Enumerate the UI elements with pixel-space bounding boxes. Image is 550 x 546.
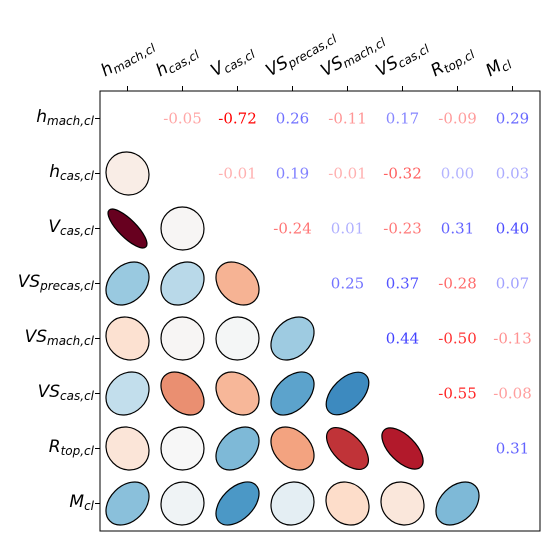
correlation-value: 0.25 — [331, 275, 364, 293]
correlation-value: 0.26 — [276, 110, 309, 128]
correlation-ellipse — [215, 316, 260, 361]
correlation-value: 0.00 — [441, 165, 474, 183]
correlation-value: 0.44 — [386, 330, 419, 348]
row-label: hmach,cl — [36, 106, 94, 128]
correlation-ellipse — [381, 427, 424, 470]
correlation-value: -0.24 — [273, 220, 311, 238]
correlation-value: -0.72 — [218, 110, 256, 128]
correlation-ellipse — [105, 151, 150, 196]
row-label: VScas,cl — [37, 381, 94, 403]
correlation-value: -0.08 — [493, 385, 531, 403]
correlation-value: -0.09 — [438, 110, 476, 128]
correlation-value: 0.17 — [386, 110, 419, 128]
correlation-value: -0.55 — [438, 385, 476, 403]
correlation-value: -0.01 — [218, 165, 256, 183]
correlation-ellipse — [105, 261, 150, 306]
correlation-value: -0.23 — [383, 220, 421, 238]
correlation-value: 0.19 — [276, 165, 309, 183]
correlation-ellipse — [160, 426, 205, 471]
correlation-ellipse — [325, 371, 370, 416]
correlation-ellipse — [160, 316, 205, 361]
row-label: VSprecas,cl — [17, 271, 94, 293]
correlation-value: -0.01 — [328, 165, 366, 183]
row-label: hcas,cl — [49, 161, 94, 183]
correlation-ellipse — [105, 426, 150, 471]
row-label: Mcl — [69, 491, 94, 513]
correlation-value: 0.03 — [496, 165, 529, 183]
correlation-value: 0.07 — [496, 275, 529, 293]
correlation-ellipse — [270, 316, 315, 361]
correlation-ellipse — [105, 316, 150, 361]
correlation-value: -0.11 — [328, 110, 366, 128]
correlation-ellipse — [325, 481, 370, 526]
correlation-ellipse — [270, 481, 315, 526]
plot-frame — [99, 90, 541, 532]
correlation-ellipse — [270, 426, 315, 471]
correlation-value: 0.01 — [331, 220, 364, 238]
correlation-ellipse — [160, 206, 205, 251]
correlation-ellipse — [435, 481, 480, 526]
correlation-ellipse — [215, 261, 260, 306]
correlation-ellipse — [107, 208, 148, 249]
correlation-value: -0.13 — [493, 330, 531, 348]
correlation-ellipse — [326, 427, 369, 470]
correlation-ellipse — [215, 426, 260, 471]
correlation-value: 0.29 — [496, 110, 529, 128]
correlation-value: -0.05 — [163, 110, 201, 128]
row-label: VSmach,cl — [24, 326, 94, 348]
correlation-value: 0.40 — [496, 220, 529, 238]
correlation-ellipse — [160, 261, 205, 306]
correlation-ellipse — [105, 371, 150, 416]
correlation-ellipse — [215, 481, 260, 526]
row-label: Rtop,cl — [48, 436, 94, 458]
correlation-ellipse — [215, 371, 260, 416]
correlation-ellipse — [270, 371, 315, 416]
correlation-value: 0.31 — [441, 220, 474, 238]
correlation-value: -0.50 — [438, 330, 476, 348]
correlation-value: 0.37 — [386, 275, 419, 293]
row-label: Vcas,cl — [48, 216, 94, 238]
correlation-ellipse — [160, 371, 205, 416]
correlation-value: -0.28 — [438, 275, 476, 293]
correlation-ellipse — [105, 481, 150, 526]
correlation-ellipse — [160, 481, 205, 526]
correlation-ellipse — [380, 481, 425, 526]
correlation-value: 0.31 — [496, 440, 529, 458]
correlation-value: -0.32 — [383, 165, 421, 183]
